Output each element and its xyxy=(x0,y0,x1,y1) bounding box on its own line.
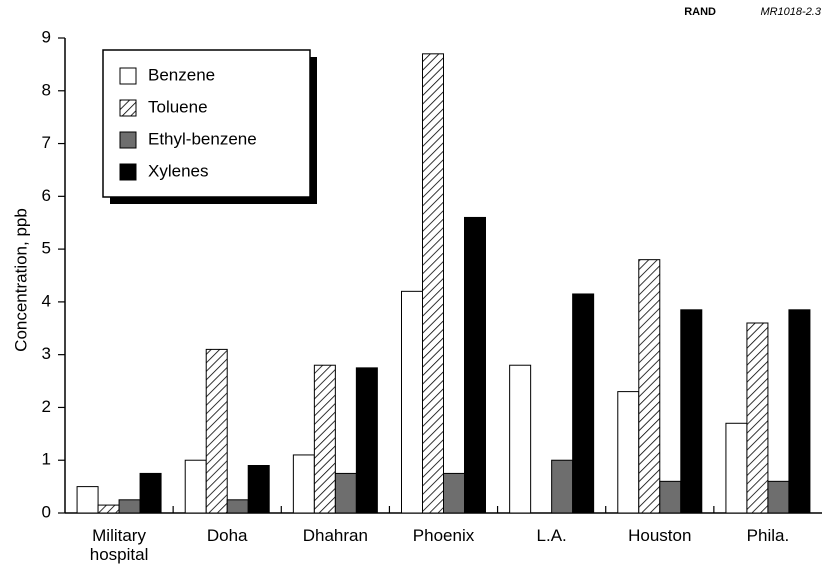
bar xyxy=(680,309,703,514)
bar xyxy=(659,480,682,514)
legend-swatch xyxy=(119,131,137,149)
bar xyxy=(313,364,336,514)
legend-label: Benzene xyxy=(148,65,215,84)
bar xyxy=(334,472,357,514)
bar xyxy=(205,348,228,514)
bar xyxy=(422,53,444,514)
y-tick-label: 8 xyxy=(42,80,51,99)
bar xyxy=(184,459,207,514)
bar xyxy=(788,309,811,514)
bar xyxy=(464,216,486,514)
bar xyxy=(118,499,141,514)
bar xyxy=(401,290,423,514)
legend-swatch xyxy=(119,67,137,85)
y-tick-label: 4 xyxy=(42,291,51,310)
bar xyxy=(617,391,640,514)
y-tick-label: 9 xyxy=(42,27,51,46)
bar xyxy=(139,472,162,514)
bar xyxy=(551,459,574,514)
legend-label: Xylenes xyxy=(148,161,208,180)
y-tick-label: 6 xyxy=(42,186,51,205)
x-tick-label: Doha xyxy=(206,526,248,545)
bar xyxy=(725,422,748,514)
y-tick-label: 2 xyxy=(42,397,51,416)
y-axis-label: Concentration, ppb xyxy=(11,208,30,352)
y-tick-label: 5 xyxy=(42,239,51,258)
y-tick-label: 7 xyxy=(42,133,51,152)
x-tick-label: Phila. xyxy=(746,526,790,545)
x-tick-label: L.A. xyxy=(536,526,567,545)
bar xyxy=(226,499,249,514)
legend-swatch xyxy=(119,163,137,181)
y-tick-label: 1 xyxy=(42,450,51,469)
bar xyxy=(355,367,378,514)
x-tick-label: Dhahran xyxy=(302,526,368,545)
bar xyxy=(76,486,99,514)
bar xyxy=(572,293,595,514)
bar xyxy=(509,364,532,514)
source-id: MR1018-2.3 xyxy=(760,6,821,18)
x-tick-label: Military hospital xyxy=(89,526,149,564)
bar xyxy=(746,322,769,514)
bar xyxy=(292,454,315,514)
bar xyxy=(247,465,270,514)
legend-box xyxy=(102,49,311,198)
y-tick-label: 3 xyxy=(42,344,51,363)
bar xyxy=(638,259,661,514)
bar xyxy=(443,472,465,514)
x-tick-label: Houston xyxy=(628,526,692,545)
legend-label: Toluene xyxy=(148,97,208,116)
legend-swatch xyxy=(119,99,137,117)
legend-label: Ethyl-benzene xyxy=(148,129,257,148)
source-org: RAND xyxy=(684,6,716,18)
x-tick-label: Phoenix xyxy=(412,526,475,545)
bar xyxy=(767,480,790,514)
bar xyxy=(97,504,120,514)
y-tick-label: 0 xyxy=(42,502,51,521)
